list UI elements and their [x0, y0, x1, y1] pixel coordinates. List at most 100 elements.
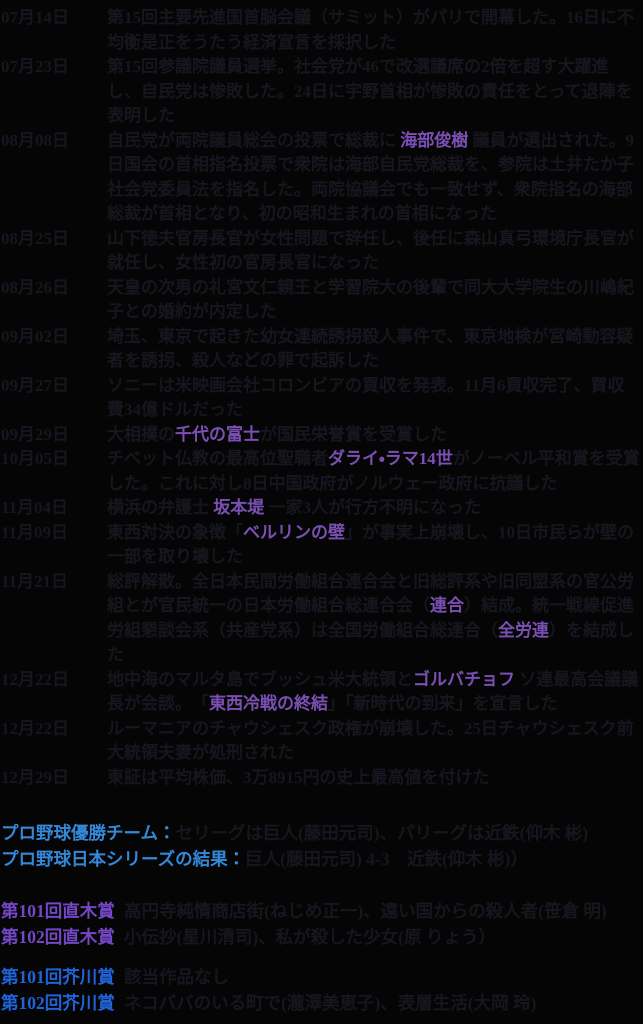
timeline-text-segment: ）結成。統一戦線促進労組懇談会系（共産党系）は全国労働組合総連合（ [107, 596, 634, 640]
timeline-link[interactable]: 全労連 [498, 620, 549, 640]
timeline-text: ルーマニアのチャウシェスク政権が崩壊した。25日チャウシェスク前大統領夫妻が処刑… [107, 717, 641, 766]
akutagawa-prize-102-label: 第102回芥川賞 [1, 992, 115, 1013]
timeline-entry: 08月26日 天皇の次男の礼宮文仁親王と学習院大の後輩で同大大学院生の川嶋紀子との… [1, 276, 641, 325]
timeline-entry: 09月27日 ソニーは米映画会社コロンビアの買収を発表。11月6買収完了、買収費3… [1, 374, 641, 423]
baseball-champion-line: プロ野球優勝チーム：セリーグは巨人(藤田元司)、パリーグは近鉄(仰木 彬) [1, 820, 641, 846]
timeline-text: 天皇の次男の礼宮文仁親王と学習院大の後輩で同大大学院生の川嶋紀子との婚約が内定し… [107, 276, 641, 325]
timeline-text: 東西対決の象徴「ベルリンの壁」が事実上崩壊し、10日市民らが壁の一部を取り壊した [107, 521, 641, 570]
timeline-date: 08月08日 [1, 130, 69, 150]
timeline-date: 09月02日 [1, 326, 69, 346]
baseball-series-line: プロ野球日本シリーズの結果：巨人(藤田元司) 4-3 近鉄(仰木 彬)） [1, 846, 641, 872]
timeline-text: 山下徳夫官房長官が女性問題で辞任し、後任に森山真弓環境庁長官が就任し、女性初の官… [107, 227, 641, 276]
akutagawa-prize-section: 第101回芥川賞 該当作品なし 第102回芥川賞 ネコババのいる町で(瀧澤美恵子… [1, 965, 641, 1016]
akutagawa-prize-101-label: 第101回芥川賞 [1, 967, 115, 987]
timeline-text-segment: ソニーは米映画会社コロンビアの買収を発表。11月6買収完了、買収費34億ドルだっ… [107, 375, 625, 420]
timeline-entry: 08月08日 自民党が両院議員総会の投票で総裁に 海部俊樹 議員が選出された。9日… [1, 129, 641, 227]
timeline-text: 第15回主要先進国首脳会議（サミット）がパリで開幕した。16日に不均衡是正をうた… [107, 6, 641, 55]
timeline-entry: 07月23日 第15回参議院議員選挙。社会党が46で改選議席の2倍を超す大躍進し、… [1, 55, 641, 129]
baseball-section: プロ野球優勝チーム：セリーグは巨人(藤田元司)、パリーグは近鉄(仰木 彬) プロ… [1, 820, 641, 872]
timeline-text-segment: ルーマニアのチャウシェスク政権が崩壊した。25日チャウシェスク前大統領夫妻が処刑… [107, 718, 634, 763]
timeline-entry: 11月21日 総評解散。全日本民間労働組合連合会と旧総評系や旧同盟系の官公労組とが… [1, 570, 641, 668]
timeline-entry: 08月25日 山下徳夫官房長官が女性問題で辞任し、後任に森山真弓環境庁長官が就任し… [1, 227, 641, 276]
timeline-text-segment: 埼玉、東京で起きた幼女連続誘拐殺人事件で、東京地検が宮崎勤容疑者を誘拐、殺人など… [107, 326, 634, 371]
timeline-text-segment: 山下徳夫官房長官が女性問題で辞任し、後任に森山真弓環境庁長官が就任し、女性初の官… [107, 228, 634, 273]
baseball-champion-label: プロ野球優勝チーム： [1, 823, 176, 843]
timeline-entry: 09月02日 埼玉、東京で起きた幼女連続誘拐殺人事件で、東京地検が宮崎勤容疑者を誘… [1, 325, 641, 374]
events-timeline: 07月14日 第15回主要先進国首脳会議（サミット）がパリで開幕した。16日に不均… [1, 6, 641, 790]
timeline-link[interactable]: 東西冷戦の終結 [209, 694, 328, 713]
timeline-text: 横浜の弁護士 坂本堤 一家3人が行方不明になった [107, 496, 641, 521]
baseball-series-value: 巨人(藤田元司) 4-3 近鉄(仰木 彬)） [245, 849, 529, 869]
timeline-link[interactable]: ゴルバチョフ [413, 669, 515, 689]
timeline-text: チベット仏教の最高位聖職者ダライ・ラマ14世がノーベル平和賞を受賞した。これに対… [107, 447, 641, 496]
timeline-date: 11月09日 [1, 522, 69, 542]
timeline-text-segment: 」が事実上崩壊し、10日市民らが壁の一部を取り壊した [107, 522, 634, 567]
timeline-text-segment: 総評解散。全日本民間労働組合連合会と旧総評系や旧同盟系の官公労組とが官民統一の日… [107, 571, 634, 616]
timeline-text-segment: 」「新時代の到来」を宣言した [328, 694, 558, 713]
timeline-entry: 10月05日 チベット仏教の最高位聖職者ダライ・ラマ14世がノーベル平和賞を受賞し… [1, 447, 641, 496]
timeline-text: 地中海のマルタ島でブッシュ米大統領とゴルバチョフ ソ連最高会議議長が会談。 「東… [107, 668, 641, 717]
timeline-text-segment: 議員が選出された。9日国会の首相指名投票で衆院は海部自民党総裁を、参院は土井たか… [107, 130, 634, 224]
timeline-text: ソニーは米映画会社コロンビアの買収を発表。11月6買収完了、買収費34億ドルだっ… [107, 374, 641, 423]
timeline-link[interactable]: ダライ・ラマ14世 [328, 449, 453, 468]
timeline-link[interactable]: 連合 [430, 596, 464, 615]
timeline-text-segment: 自民党が両院議員総会の投票で総裁に [107, 130, 401, 150]
timeline-text-segment: 天皇の次男の礼宮文仁親王と学習院大の後輩で同大大学院生の川嶋紀子との婚約が内定し… [107, 277, 634, 322]
timeline-link[interactable]: 千代の富士 [175, 424, 260, 444]
timeline-entry: 11月09日 東西対決の象徴「ベルリンの壁」が事実上崩壊し、10日市民らが壁の一部… [1, 521, 641, 570]
naoki-prize-102-value: 小伝抄(星川清司)、私が殺した少女(原 りょう） [124, 926, 496, 947]
akutagawa-prize-102-row: 第102回芥川賞 ネコババのいる町で(瀧澤美恵子)、表層生活(大岡 玲) [1, 991, 641, 1017]
timeline-text-segment: 一家3人が行方不明になった [264, 498, 482, 517]
timeline-date: 12月22日 [1, 669, 69, 689]
timeline-text-segment: が国民栄誉賞を受賞した [260, 424, 447, 444]
baseball-champion-value: セリーグは巨人(藤田元司)、パリーグは近鉄(仰木 彬) [175, 823, 589, 843]
timeline-date: 08月26日 [1, 277, 69, 297]
naoki-prize-101-row: 第101回直木賞 高円寺純情商店街(ねじめ正一)、遠い国からの殺人者(笹倉 明) [1, 899, 641, 925]
timeline-text-segment: 第15回主要先進国首脳会議（サミット）がパリで開幕した。16日に不均衡是正をうた… [107, 8, 634, 52]
naoki-prize-102-row: 第102回直木賞 小伝抄(星川清司)、私が殺した少女(原 りょう） [1, 925, 641, 951]
timeline-date: 09月29日 [1, 424, 69, 444]
timeline-text-segment: 第15回参議院議員選挙。社会党が46で改選議席の2倍を超す大躍進し、自民党は惨敗… [107, 57, 633, 125]
timeline-entry: 12月29日 東証は平均株価、3万8915円の史上最高値を付けた [1, 766, 641, 791]
timeline-text: 総評解散。全日本民間労働組合連合会と旧総評系や旧同盟系の官公労組とが官民統一の日… [107, 570, 641, 668]
naoki-prize-101-value: 高円寺純情商店街(ねじめ正一)、遠い国からの殺人者(笹倉 明) [124, 901, 607, 921]
timeline-text: 埼玉、東京で起きた幼女連続誘拐殺人事件で、東京地検が宮崎勤容疑者を誘拐、殺人など… [107, 325, 641, 374]
timeline-date: 11月21日 [1, 571, 69, 591]
naoki-prize-section: 第101回直木賞 高円寺純情商店街(ねじめ正一)、遠い国からの殺人者(笹倉 明)… [1, 899, 641, 950]
timeline-link[interactable]: 海部俊樹 [400, 130, 469, 150]
timeline-text-segment: ）を結成した [107, 620, 634, 665]
timeline-date: 07月23日 [1, 57, 69, 76]
timeline-date: 10月05日 [1, 449, 69, 468]
timeline-date: 11月04日 [1, 498, 69, 517]
timeline-text-segment: がノーベル平和賞を受賞した。これに対し8日中国政府がノルウェー政府に抗議した [107, 449, 640, 493]
baseball-series-label: プロ野球日本シリーズの結果： [1, 849, 246, 869]
timeline-entry: 09月29日 大相撲の千代の富士が国民栄誉賞を受賞した [1, 423, 641, 448]
timeline-date: 09月27日 [1, 375, 69, 395]
timeline-text-segment: 横浜の弁護士 [107, 498, 214, 517]
naoki-prize-102-label: 第102回直木賞 [1, 926, 115, 947]
timeline-entry: 12月22日 ルーマニアのチャウシェスク政権が崩壊した。25日チャウシェスク前大統… [1, 717, 641, 766]
akutagawa-prize-102-value: ネコババのいる町で(瀧澤美恵子)、表層生活(大岡 玲) [124, 992, 537, 1013]
timeline-date: 08月25日 [1, 228, 69, 248]
akutagawa-prize-101-value: 該当作品なし [124, 967, 229, 987]
timeline-date: 12月29日 [1, 767, 69, 787]
timeline-date: 07月14日 [1, 8, 69, 27]
timeline-text-segment: ソ連最高会議議長が会談。 「 [107, 669, 639, 714]
timeline-entry: 12月22日 地中海のマルタ島でブッシュ米大統領とゴルバチョフ ソ連最高会議議長が… [1, 668, 641, 717]
timeline-entry: 11月04日 横浜の弁護士 坂本堤 一家3人が行方不明になった [1, 496, 641, 521]
timeline-text: 大相撲の千代の富士が国民栄誉賞を受賞した [107, 423, 641, 448]
timeline-text-segment: 地中海のマルタ島でブッシュ米大統領と [107, 669, 413, 689]
timeline-date: 12月22日 [1, 718, 69, 738]
timeline-link[interactable]: ベルリンの壁 [243, 522, 345, 542]
timeline-text-segment: 東西対決の象徴「 [107, 522, 243, 542]
timeline-text: 第15回参議院議員選挙。社会党が46で改選議席の2倍を超す大躍進し、自民党は惨敗… [107, 55, 641, 129]
timeline-text-segment: 東証は平均株価、3万8915円の史上最高値を付けた [107, 767, 490, 787]
timeline-text-segment: 大相撲の [107, 424, 175, 444]
akutagawa-prize-101-row: 第101回芥川賞 該当作品なし [1, 965, 641, 991]
timeline-text: 自民党が両院議員総会の投票で総裁に 海部俊樹 議員が選出された。9日国会の首相指… [107, 129, 641, 227]
timeline-entry: 07月14日 第15回主要先進国首脳会議（サミット）がパリで開幕した。16日に不均… [1, 6, 641, 55]
naoki-prize-101-label: 第101回直木賞 [1, 901, 115, 921]
timeline-text: 東証は平均株価、3万8915円の史上最高値を付けた [107, 766, 641, 791]
timeline-link[interactable]: 坂本堤 [213, 498, 265, 517]
